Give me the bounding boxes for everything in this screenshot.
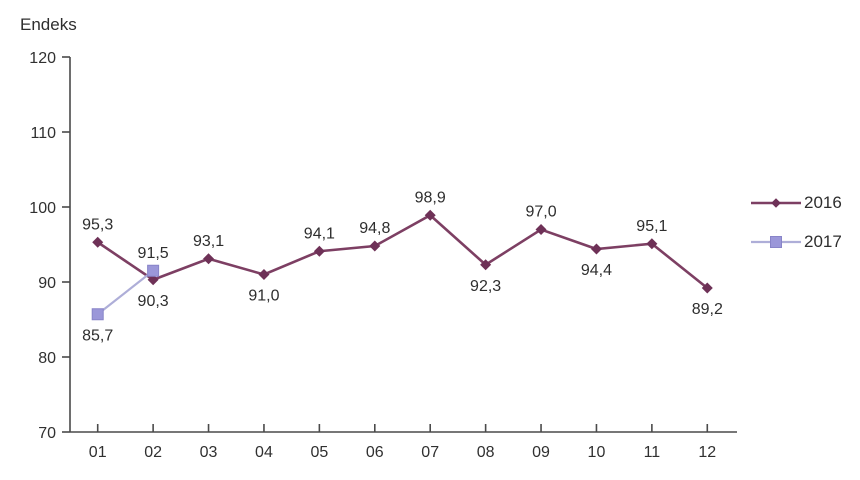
y-tick-label: 120: [29, 50, 56, 67]
legend-marker-2016-icon: [751, 198, 801, 208]
data-point-marker-2016: [258, 269, 270, 280]
data-point-marker-2016: [92, 236, 104, 248]
data-point-label-2016: 90,3: [138, 293, 169, 310]
data-point-label-2016: 91,0: [248, 288, 279, 305]
y-tick-label: 70: [38, 425, 56, 442]
legend-item-2017: 2017: [750, 232, 842, 252]
series-line-2016: [96, 213, 709, 290]
data-point-label-2017: 85,7: [82, 327, 113, 344]
data-point-label-2016: 92,3: [470, 278, 501, 295]
data-point-marker-2016: [147, 274, 159, 286]
x-tick-label: 08: [477, 444, 495, 461]
data-point-marker-2016: [424, 209, 436, 221]
x-tick-label: 11: [644, 444, 661, 461]
legend: 2016 2017: [750, 193, 842, 252]
x-tick-label: 09: [532, 444, 550, 461]
series-line-2017: [97, 269, 154, 316]
x-tick-label: 07: [421, 444, 439, 461]
x-tick-label: 06: [366, 444, 384, 461]
legend-item-2016: 2016: [750, 193, 842, 213]
x-tick-label: 02: [144, 444, 162, 461]
legend-label-2017: 2017: [804, 232, 842, 251]
x-tick-label: 12: [698, 444, 716, 461]
data-point-label-2016: 94,8: [359, 220, 390, 237]
data-point-marker-2016: [480, 259, 492, 271]
data-point-label-2016: 89,2: [692, 301, 723, 318]
x-tick-label: 03: [200, 444, 218, 461]
data-point-marker-2016: [535, 224, 547, 235]
y-tick-label: 100: [29, 200, 56, 217]
legend-label-2016: 2016: [804, 193, 842, 212]
data-point-marker-2016: [701, 282, 713, 294]
data-point-marker-2017: [91, 308, 104, 321]
data-point-marker-2016: [313, 245, 325, 257]
data-point-label-2016: 97,0: [525, 204, 556, 221]
data-point-label-2016: 98,9: [415, 189, 446, 206]
legend-marker-2017-icon: [751, 236, 801, 248]
data-point-label-2016: 95,1: [636, 218, 667, 235]
data-point-marker-2016: [590, 243, 602, 255]
data-point-marker-2016: [369, 240, 381, 252]
data-point-marker-2016: [203, 253, 215, 265]
y-tick-label: 90: [38, 275, 56, 292]
x-tick-label: 05: [310, 444, 328, 461]
data-point-marker-2016: [646, 238, 658, 250]
y-tick-label: 80: [38, 350, 56, 367]
y-tick-label: 110: [30, 125, 56, 142]
data-point-label-2016: 94,1: [304, 225, 335, 242]
data-point-label-2016: 94,4: [581, 262, 612, 279]
x-tick-label: 01: [89, 444, 107, 461]
data-point-marker-2017: [147, 264, 160, 277]
data-point-label-2016: 93,1: [193, 233, 224, 250]
data-point-label-2017: 91,5: [138, 245, 169, 262]
x-tick-label: 10: [588, 444, 606, 461]
y-axis-title: Endeks: [20, 15, 77, 34]
data-point-label-2016: 95,3: [82, 216, 113, 233]
x-tick-label: 04: [255, 444, 273, 461]
